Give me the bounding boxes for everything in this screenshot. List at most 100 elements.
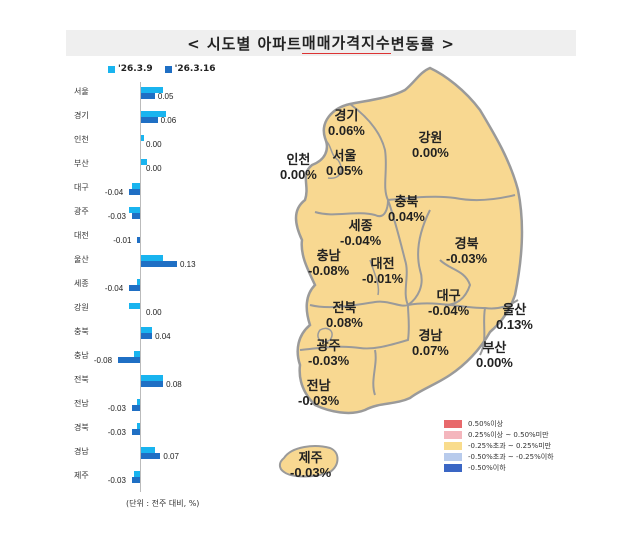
category-label: 인천	[74, 135, 89, 144]
bar-week2	[131, 213, 140, 219]
bar-week2	[141, 453, 161, 459]
bar-row: 부산 0.00	[66, 154, 246, 178]
legend-label-week1: '26.3.9	[118, 64, 153, 74]
bar-week1	[141, 327, 153, 333]
bar-week2	[137, 237, 140, 243]
bar-week1	[141, 255, 164, 261]
legend-swatch-week2	[164, 65, 172, 73]
map-label-seoul: 서울 0.05%	[326, 148, 363, 178]
map-label-daegu: 대구 -0.04%	[428, 288, 470, 318]
map-label-gangwon: 강원 0.00%	[412, 130, 449, 160]
bar-row: 경남 0.07	[66, 442, 246, 466]
bar-week1	[128, 303, 140, 309]
map-label-gyeonggi: 경기 0.06%	[328, 108, 365, 138]
data-value-label: 0.00	[146, 164, 162, 173]
data-value-label: -0.04	[104, 188, 124, 197]
map-label-gyeongnam: 경남 0.07%	[412, 328, 449, 358]
data-value-label: 0.04	[155, 332, 171, 341]
data-value-label: -0.03	[107, 476, 126, 485]
category-label: 서울	[74, 87, 89, 96]
bar-week2	[141, 93, 155, 99]
bar-week1	[141, 447, 155, 453]
category-label: 부산	[74, 159, 89, 168]
data-value-label: 0.06	[160, 116, 177, 125]
data-value-label: 0.00	[146, 140, 162, 149]
category-label: 충북	[74, 327, 89, 336]
map-label-ulsan: 울산 0.13%	[496, 302, 533, 332]
map-color-legend: 0.50%이상 0.25%이상 ~ 0.50%미만 -0.25%초과 ~ 0.25%…	[444, 418, 554, 473]
category-label: 제주	[74, 471, 89, 480]
bar-row: 대전 -0.01	[66, 226, 246, 250]
category-label: 경북	[74, 423, 89, 432]
legend-swatch	[444, 441, 462, 450]
data-value-label: -0.08	[93, 356, 113, 365]
bar-week1	[137, 279, 140, 285]
legend-swatch-week1	[108, 65, 115, 73]
bar-row: 인천 0.00	[66, 130, 246, 154]
legend-label: -0.50%초과 ~ -0.25%이하	[468, 452, 554, 461]
category-label: 경기	[74, 111, 89, 120]
legend-item-week1: '26.3.9	[108, 64, 153, 74]
map-label-gwangju: 광주 -0.03%	[308, 338, 350, 368]
category-label: 경남	[74, 447, 89, 456]
legend-swatch	[444, 419, 462, 428]
data-value-label: -0.03	[107, 428, 126, 437]
data-value-label: -0.01	[113, 236, 132, 245]
jeju-shape	[278, 445, 339, 478]
mainland-shape	[294, 66, 524, 415]
bar-row: 세종 -0.04	[66, 274, 246, 298]
bar-row: 제주 -0.03	[66, 466, 246, 490]
bar-week2	[131, 477, 140, 483]
bar-row: 광주 -0.03	[66, 202, 246, 226]
bar-row: 전남 -0.03	[66, 394, 246, 418]
bar-row: 경기 0.06	[66, 106, 246, 130]
bar-row: 대구 -0.04	[66, 178, 246, 202]
legend-label-week2: '26.3.16	[174, 64, 216, 74]
bar-week1	[134, 471, 140, 477]
legend-entry: 0.25%이상 ~ 0.50%미만	[444, 429, 554, 440]
category-label: 광주	[74, 207, 89, 216]
data-value-label: 0.05	[157, 92, 174, 101]
data-value-label: 0.08	[166, 380, 182, 389]
bar-week2	[117, 357, 140, 363]
korea-region-map: 경기 0.06% 강원 0.00% 인천 0.00% 서울 0.05% 충북 0.04% …	[270, 60, 560, 500]
data-value-label: -0.03	[107, 212, 126, 221]
legend-swatch	[444, 463, 462, 472]
data-value-label: 0.00	[146, 308, 162, 317]
chart-title: < 시도별 아파트 매매가격지수 변동률 >	[66, 30, 576, 56]
map-label-daejeon: 대전 -0.01%	[362, 256, 404, 286]
title-highlight: 매매가격지수	[301, 34, 391, 54]
category-label: 전북	[74, 375, 89, 384]
legend-label: -0.25%초과 ~ 0.25%미만	[468, 441, 552, 450]
bar-week2	[128, 285, 140, 291]
bar-week2	[141, 117, 158, 123]
bar-week2	[131, 405, 140, 411]
legend-label: 0.50%이상	[468, 419, 504, 428]
bar-week1	[137, 423, 140, 429]
bar-week1	[128, 207, 140, 213]
bar-week2	[141, 261, 177, 267]
bar-week1	[141, 375, 164, 381]
legend-label: -0.50%이하	[468, 463, 506, 472]
category-label: 대전	[74, 231, 89, 240]
map-label-jeonnam: 전남 -0.03%	[298, 378, 340, 408]
map-label-chungnam: 충남 -0.08%	[308, 248, 350, 278]
data-value-label: -0.04	[104, 284, 124, 293]
bar-week2	[128, 189, 140, 195]
map-label-busan: 부산 0.00%	[476, 340, 513, 370]
data-value-label: -0.03	[107, 404, 126, 413]
bar-row: 경북 -0.03	[66, 418, 246, 442]
legend-label: 0.25%이상 ~ 0.50%미만	[468, 430, 549, 439]
bar-row: 울산 0.13	[66, 250, 246, 274]
legend-swatch	[444, 452, 462, 461]
bar-week1	[134, 351, 140, 357]
horizontal-bar-chart: 서울 0.05 경기 0.06 인천 0.00 부산 0.00 대구 -0.04 광주 -0.03 대전…	[66, 82, 246, 492]
data-value-label: 0.07	[163, 452, 179, 461]
legend-swatch	[444, 430, 462, 439]
category-label: 충남	[74, 351, 89, 360]
map-label-jeju: 제주 -0.03%	[290, 450, 332, 480]
map-label-sejong: 세종 -0.04%	[340, 218, 382, 248]
bar-week1	[137, 399, 140, 405]
map-label-incheon: 인천 0.00%	[280, 152, 317, 182]
bar-chart-legend: '26.3.9 '26.3.16	[108, 64, 216, 74]
